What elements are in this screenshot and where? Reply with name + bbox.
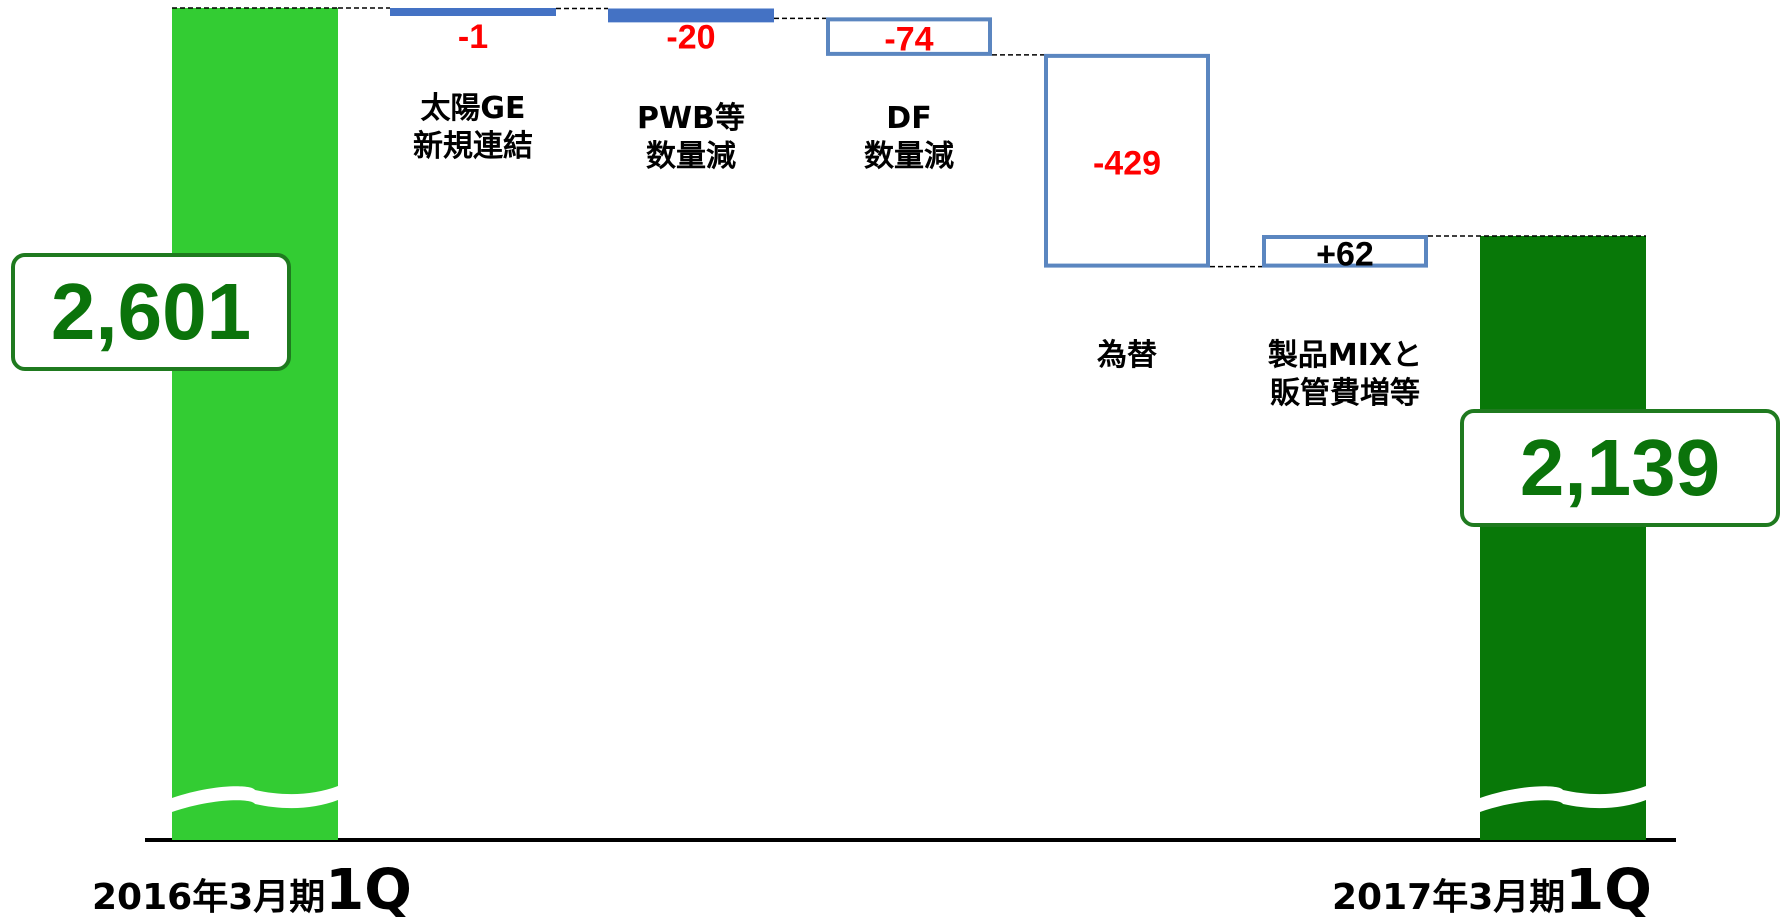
- end-bar: [1480, 236, 1646, 840]
- step-value-label: -74: [884, 21, 933, 59]
- step-category-label: DF: [886, 101, 931, 136]
- step-category-label: PWB等: [637, 101, 745, 136]
- end-axis-break: [1480, 786, 1646, 812]
- step-category-label: 為替: [1097, 338, 1157, 373]
- step-value-label: -1: [458, 18, 488, 56]
- step-value-label: -20: [666, 18, 715, 56]
- start-period-label: 2016年3月期1Q: [92, 858, 412, 923]
- end-total-box: 2,139: [1460, 409, 1780, 527]
- step-category-label: 数量減: [646, 139, 736, 174]
- step-category-label: 製品MIXと: [1268, 338, 1422, 373]
- step-bar: [1262, 235, 1428, 268]
- start-period-suffix: 1Q: [325, 858, 412, 923]
- end-period-suffix: 1Q: [1565, 858, 1652, 923]
- step-bar: [826, 17, 992, 56]
- end-period-prefix: 2017年3月期: [1332, 877, 1566, 918]
- start-period-prefix: 2016年3月期: [92, 877, 326, 918]
- end-total-value: 2,139: [1519, 423, 1721, 512]
- step-category-label: 数量減: [864, 139, 954, 174]
- step-category-label: 太陽GE: [420, 91, 525, 126]
- step-bar: [390, 8, 556, 16]
- start-total-box: 2,601: [11, 253, 291, 371]
- start-bar: [172, 8, 338, 840]
- step-value-label: +62: [1316, 235, 1374, 273]
- start-total-value: 2,601: [50, 267, 252, 356]
- step-value-label: -429: [1093, 145, 1161, 183]
- end-period-label: 2017年3月期1Q: [1332, 858, 1652, 923]
- start-axis-break: [172, 786, 338, 812]
- step-category-label: 販管費増等: [1270, 376, 1420, 411]
- step-bar: [608, 8, 774, 23]
- step-category-label: 新規連結: [413, 129, 533, 164]
- step-bar: [1044, 53, 1210, 268]
